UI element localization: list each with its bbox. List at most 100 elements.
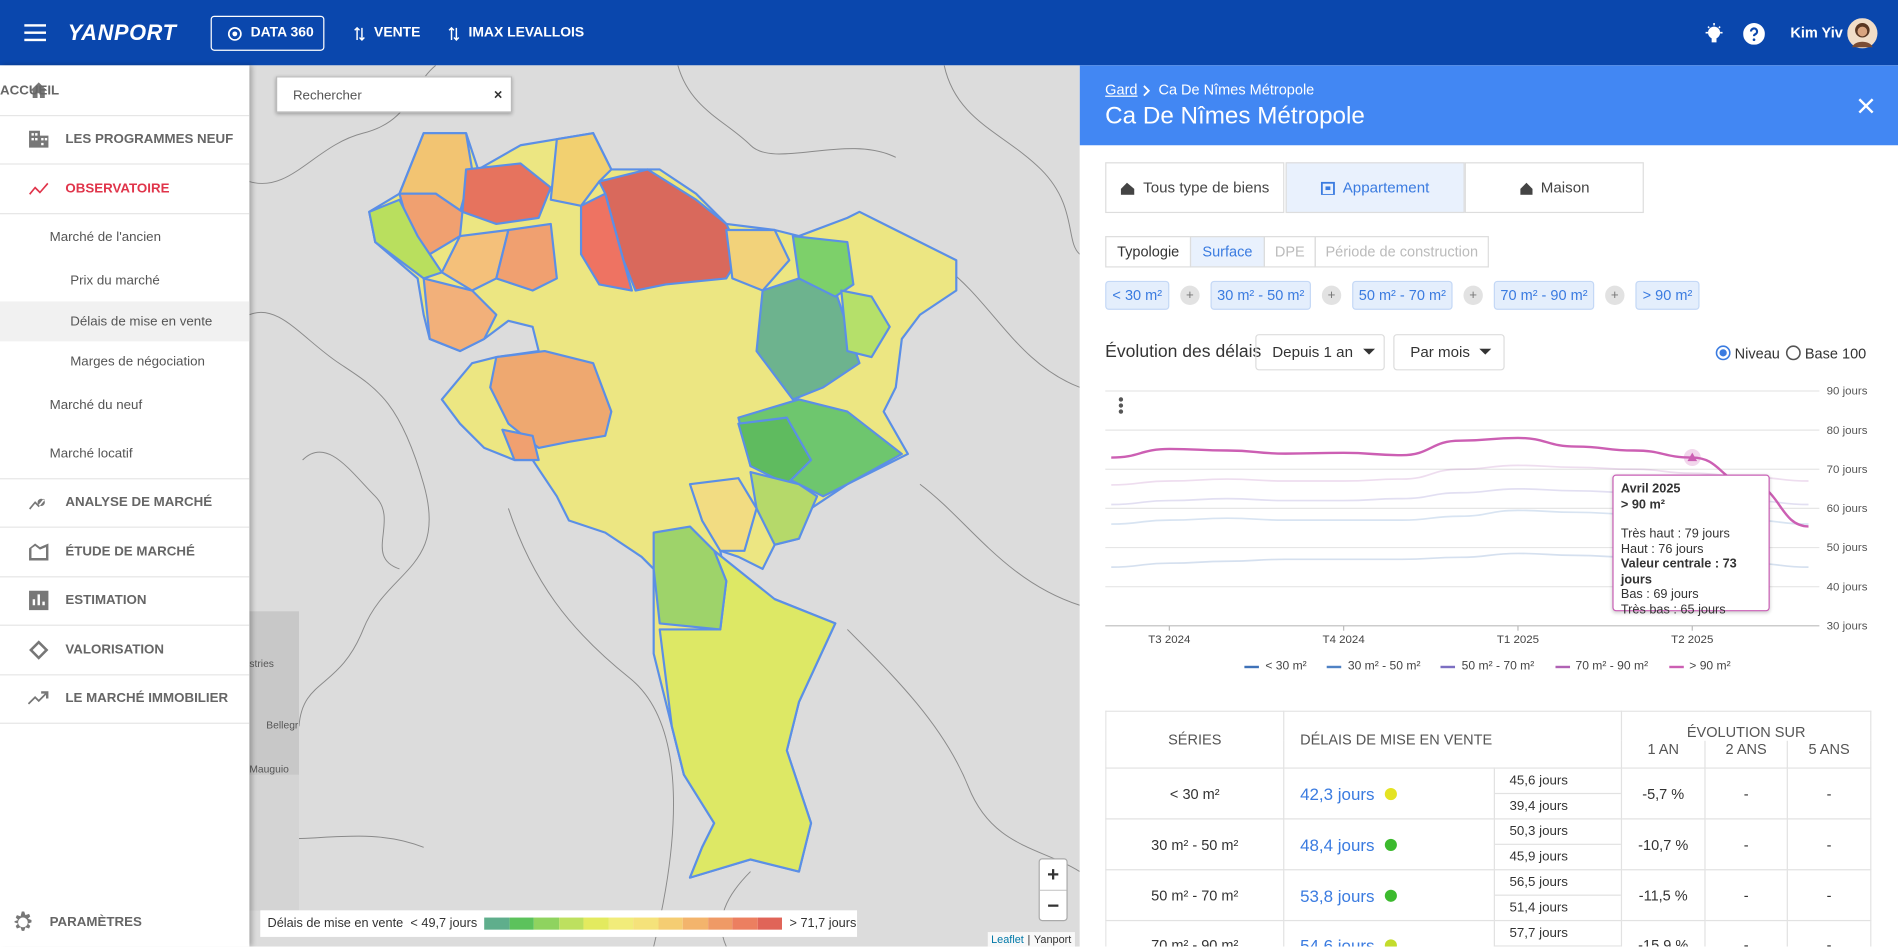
legend-item[interactable]: > 90 m² — [1668, 660, 1731, 673]
surface-chip[interactable]: 50 m² - 70 m² — [1352, 280, 1453, 310]
help-icon[interactable] — [1743, 22, 1765, 45]
menu-icon — [29, 498, 48, 513]
filter-tab[interactable]: Surface — [1189, 236, 1265, 268]
icon-shape — [29, 498, 48, 513]
property-tab[interactable]: Appartement — [1285, 162, 1465, 214]
place-label: stries — [249, 657, 274, 670]
zone[interactable] — [725, 228, 791, 292]
surface-chip[interactable]: < 30 m² — [1105, 280, 1170, 310]
menu-item[interactable]: Marges de négociation — [70, 354, 205, 370]
top-bar: YANPORT DATA 360 VENTE IMAX LEVALLOIS Ki… — [0, 0, 1898, 66]
value-text[interactable]: 54,6 jours — [1300, 935, 1375, 947]
period-dropdown[interactable]: Depuis 1 an — [1255, 334, 1385, 371]
zone[interactable] — [501, 428, 540, 462]
add-button[interactable]: + — [1180, 285, 1200, 306]
zone[interactable] — [652, 525, 728, 631]
divider — [0, 114, 250, 117]
active-item-bg — [0, 301, 250, 342]
granularity-dropdown[interactable]: Par mois — [1393, 334, 1505, 371]
radio-label[interactable]: Base 100 — [1804, 344, 1867, 362]
nav-item[interactable]: VENTE — [374, 25, 421, 40]
menu-item[interactable]: Délais de mise en vente — [70, 314, 213, 330]
user-name[interactable]: Kim Yiv — [1790, 24, 1843, 42]
zone[interactable] — [737, 416, 813, 486]
radio-selected[interactable] — [1715, 345, 1731, 361]
menu-icon — [30, 82, 48, 99]
surface-chip[interactable]: 30 m² - 50 m² — [1210, 280, 1311, 310]
filter-tab[interactable]: Période de construction — [1314, 236, 1489, 268]
legend-item[interactable]: < 30 m² — [1244, 660, 1307, 673]
icon-shape — [29, 640, 49, 660]
evolution-cell: - — [1704, 919, 1788, 947]
legend-item[interactable]: 30 m² - 50 m² — [1327, 659, 1421, 674]
breadcrumb-current: Ca De Nîmes Métropole — [1158, 81, 1315, 99]
legend-label: 30 m² - 50 m² — [1347, 659, 1421, 674]
zone[interactable] — [658, 549, 837, 879]
add-button[interactable]: + — [1321, 285, 1342, 306]
menu-item[interactable]: PARAMÈTRES — [49, 915, 142, 930]
surface-chip[interactable]: 70 m² - 90 m² — [1493, 280, 1595, 310]
hover-marker — [1687, 452, 1698, 462]
add-button[interactable]: + — [1463, 285, 1483, 306]
zone[interactable] — [840, 289, 891, 359]
map[interactable]: Rechercher × + − Délais de mise en vente… — [249, 65, 1080, 947]
filter-tab[interactable]: DPE — [1263, 236, 1316, 268]
menu-item[interactable]: ÉTUDE DE MARCHÉ — [65, 544, 195, 560]
value-text[interactable]: 48,4 jours — [1300, 834, 1375, 855]
radio-label[interactable]: Niveau — [1734, 344, 1780, 362]
property-tab[interactable]: Maison — [1464, 162, 1644, 214]
legend-low: < 49,7 jours — [410, 916, 478, 931]
menu-icon[interactable] — [24, 23, 46, 42]
filter-tab[interactable]: Typologie — [1105, 236, 1192, 268]
evolution-cell: - — [1786, 767, 1872, 820]
menu-item[interactable]: VALORISATION — [65, 642, 165, 658]
zones[interactable] — [368, 132, 958, 879]
menu-icon — [29, 182, 49, 195]
search-clear[interactable]: × — [493, 85, 503, 103]
close-button[interactable] — [1858, 98, 1874, 114]
attribution-link[interactable]: Leaflet — [991, 933, 1024, 946]
legend-item[interactable]: 70 m² - 90 m² — [1554, 660, 1648, 673]
menu-item[interactable]: Marché du neuf — [49, 398, 143, 413]
theme-icon[interactable] — [1702, 22, 1726, 46]
brand-logo[interactable]: YANPORT — [67, 20, 177, 45]
menu-item[interactable]: Prix du marché — [70, 273, 160, 289]
menu-item[interactable]: Marché locatif — [49, 446, 133, 462]
breadcrumb-link[interactable]: Gard — [1105, 81, 1138, 99]
chart-menu[interactable] — [1118, 397, 1124, 414]
nav-button-frame[interactable] — [210, 15, 325, 51]
header-cell: 5 ANS — [1786, 740, 1872, 769]
search-box[interactable]: Rechercher × — [275, 76, 513, 113]
radio[interactable] — [1785, 345, 1801, 361]
menu-item[interactable]: Marché de l'ancien — [49, 229, 161, 245]
zone[interactable] — [495, 222, 558, 292]
avatar[interactable] — [1847, 18, 1878, 49]
tab-label: Tous type de biens — [1143, 179, 1270, 197]
menu-item[interactable]: LE MARCHÉ IMMOBILIER — [65, 691, 229, 706]
value-text[interactable]: 53,8 jours — [1300, 885, 1375, 905]
nav-item[interactable]: DATA 360 — [250, 25, 314, 40]
legend-swatch — [732, 917, 758, 930]
zone[interactable] — [579, 192, 633, 292]
zone[interactable] — [368, 198, 443, 280]
map-canvas[interactable] — [249, 65, 1080, 947]
zoom-out[interactable]: − — [1047, 893, 1060, 917]
menu-item[interactable]: LES PROGRAMMES NEUF — [65, 131, 234, 147]
add-button[interactable]: + — [1605, 285, 1625, 306]
surface-chip[interactable]: > 90 m² — [1635, 280, 1700, 310]
legend-item[interactable]: 50 m² - 70 m² — [1441, 660, 1534, 673]
menu-item[interactable]: OBSERVATOIRE — [65, 181, 170, 197]
zone[interactable] — [489, 349, 613, 449]
legend-swatch — [1244, 665, 1260, 668]
menu-item[interactable]: ESTIMATION — [65, 593, 147, 608]
zoom-in[interactable]: + — [1039, 859, 1067, 891]
menu-item[interactable]: ACCUEIL — [0, 83, 60, 99]
legend-swatch — [509, 917, 535, 930]
property-tab[interactable]: Tous type de biens — [1105, 162, 1285, 214]
legend-swatch — [558, 917, 584, 930]
nav-item[interactable]: IMAX LEVALLOIS — [468, 25, 585, 40]
y-tick-label: 70 jours — [1827, 464, 1868, 476]
zone[interactable] — [688, 477, 758, 552]
value-text[interactable]: 42,3 jours — [1300, 783, 1375, 804]
menu-item[interactable]: ANALYSE DE MARCHÉ — [65, 495, 213, 510]
